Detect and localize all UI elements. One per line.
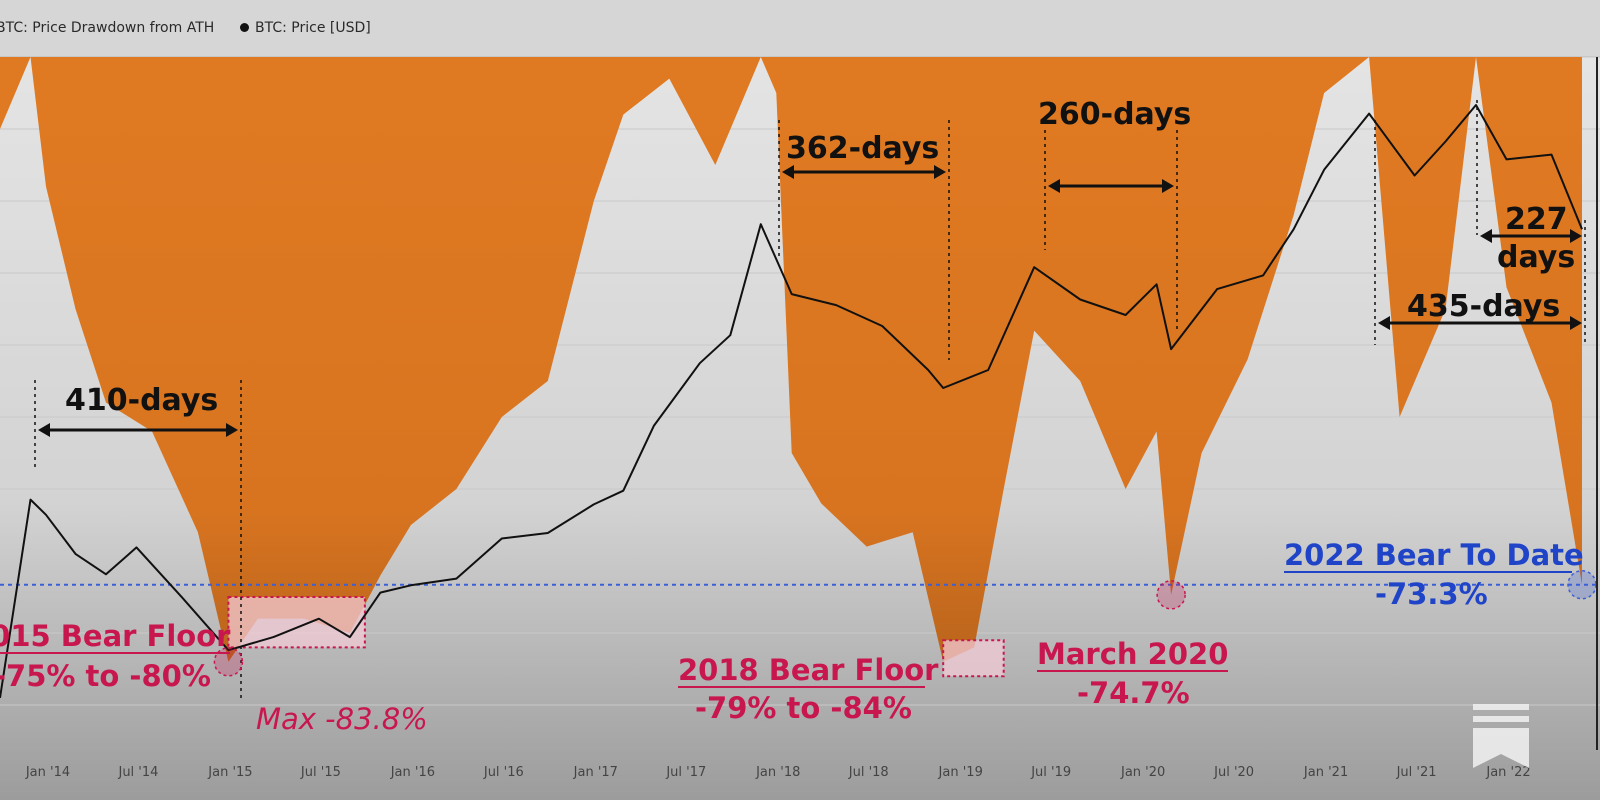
- annotation-2015-floor: 2015 Bear Floor: [0, 619, 231, 653]
- arrow-right-icon: [1570, 229, 1582, 243]
- drawdown-area: [0, 57, 1582, 662]
- arrow-left-icon: [38, 423, 50, 437]
- annotation-227: 227: [1505, 202, 1568, 237]
- x-tick-label: Jul '21: [1396, 765, 1437, 780]
- x-tick-label: Jul '15: [300, 765, 341, 780]
- x-tick-label: Jan '20: [1120, 765, 1165, 780]
- legend-price: BTC: Price [USD]: [240, 20, 371, 36]
- max-2015-marker: [213, 647, 244, 677]
- arrow-left-icon: [1048, 179, 1060, 193]
- annotation-march-2020-value: -74.7%: [1077, 676, 1190, 710]
- annotation-410-days: 410-days: [65, 383, 218, 418]
- period-guides: [34, 100, 1597, 700]
- x-tick-label: Jan '17: [573, 765, 618, 780]
- legend-drawdown: BTC: Price Drawdown from ATH: [0, 20, 215, 36]
- arrow-right-icon: [226, 423, 238, 437]
- bear-floor-2015-zone: [227, 596, 366, 649]
- x-tick-label: Jul '16: [483, 765, 524, 780]
- x-tick-label: Jan '22: [1485, 765, 1530, 780]
- arrow-right-icon: [1162, 179, 1174, 193]
- annotation-435-days: 435-days: [1407, 289, 1560, 324]
- arrow-right-icon: [1570, 316, 1582, 330]
- x-tick-label: Jul '14: [117, 765, 158, 780]
- watermark-bookmark-icon: [1473, 704, 1529, 768]
- annotation-227-days: days: [1497, 240, 1575, 275]
- price-legend-dot-icon: [240, 22, 249, 32]
- bear-floor-shades: [227, 596, 1005, 678]
- price-line-layer: [0, 104, 1583, 699]
- arrow-left-icon: [1480, 229, 1492, 243]
- x-axis-ticks: Jan '14 Jul '14 Jan '15 Jul '15 Jan '16 Jul '…: [25, 765, 1531, 780]
- annotation-2022-value: -73.3%: [1375, 577, 1488, 611]
- x-tick-label: Jul '19: [1030, 765, 1071, 780]
- bear-2022-marker: [1567, 570, 1597, 600]
- annotation-2018-floor: 2018 Bear Floor: [678, 653, 939, 687]
- arrow-left-icon: [782, 165, 794, 179]
- annotation-2015-max: Max -83.8%: [256, 702, 428, 736]
- annotation-march-2020: March 2020: [1037, 637, 1228, 671]
- arrow-right-icon: [934, 165, 946, 179]
- x-tick-label: Jul '20: [1213, 765, 1254, 780]
- x-tick-label: Jan '21: [1303, 765, 1348, 780]
- x-tick-label: Jan '18: [755, 765, 800, 780]
- x-tick-label: Jul '17: [665, 765, 706, 780]
- x-tick-label: Jul '18: [848, 765, 889, 780]
- arrow-left-icon: [1378, 316, 1390, 330]
- x-tick-label: Jan '15: [207, 765, 252, 780]
- underlines: [0, 571, 1572, 688]
- bear-floor-2018-zone: [942, 639, 1005, 678]
- annotation-2022-bear: 2022 Bear To Date: [1284, 538, 1584, 572]
- x-tick-label: Jan '14: [25, 765, 70, 780]
- annotation-362-days: 362-days: [786, 131, 939, 166]
- x-tick-label: Jan '19: [938, 765, 983, 780]
- price-line: [0, 104, 1583, 699]
- legend: BTC: Price Drawdown from ATH BTC: Price …: [0, 0, 1600, 57]
- annotation-2015-range: -75% to -80%: [0, 659, 211, 693]
- march-2020-marker: [1156, 580, 1186, 610]
- annotation-2018-range: -79% to -84%: [695, 691, 912, 725]
- annotation-260-days: 260-days: [1038, 97, 1191, 132]
- x-tick-label: Jan '16: [390, 765, 435, 780]
- drawdown-area-layer: [0, 57, 1582, 662]
